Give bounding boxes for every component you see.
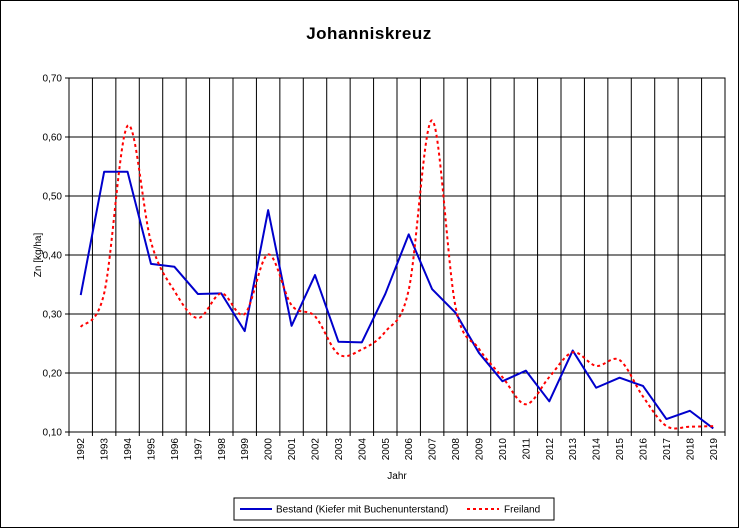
x-tick-label: 1993 bbox=[100, 438, 111, 461]
legend: Bestand (Kiefer mit Buchenunterstand) Fre… bbox=[233, 497, 555, 521]
y-tick-label: 0,20 bbox=[43, 369, 63, 380]
x-tick-label: 2009 bbox=[475, 438, 486, 461]
x-tick-label: 1994 bbox=[123, 438, 134, 461]
y-tick-label: 0,60 bbox=[43, 133, 63, 144]
y-tick-label: 0,40 bbox=[43, 251, 63, 262]
x-tick-label: 2003 bbox=[334, 438, 345, 461]
x-tick-label: 2004 bbox=[357, 438, 368, 461]
x-tick-label: 2017 bbox=[662, 438, 673, 461]
x-tick-label: 2011 bbox=[521, 438, 532, 460]
y-tick-label: 0,30 bbox=[43, 310, 63, 321]
plot-area bbox=[68, 77, 726, 433]
legend-label-1: Bestand (Kiefer mit Buchenunterstand) bbox=[276, 505, 448, 516]
x-tick-label: 2001 bbox=[287, 438, 298, 461]
x-tick-label: 2019 bbox=[709, 438, 720, 461]
x-tick-label: 2007 bbox=[428, 438, 439, 461]
x-tick-label: 2018 bbox=[685, 438, 696, 461]
x-tick-label: 2010 bbox=[498, 438, 509, 461]
x-tick-label: 1998 bbox=[217, 438, 228, 461]
chart-title: Johanniskreuz bbox=[306, 24, 432, 43]
x-axis-title: Jahr bbox=[387, 471, 407, 482]
x-tick-label: 2002 bbox=[311, 438, 322, 461]
x-tick-label: 1999 bbox=[240, 438, 251, 461]
legend-label-2: Freiland bbox=[504, 505, 540, 516]
y-tick-label: 0,50 bbox=[43, 192, 63, 203]
x-tick-label: 1996 bbox=[170, 438, 181, 461]
y-tick-label: 0,10 bbox=[43, 428, 63, 439]
series-line-2 bbox=[79, 119, 714, 430]
x-axis-ticks: 1992 1993 1994 1995 1996 1997 1998 1999 2000 2001… bbox=[68, 432, 726, 461]
x-tick-label: 2013 bbox=[568, 438, 579, 461]
x-tick-label: 2005 bbox=[381, 438, 392, 461]
x-tick-label: 2006 bbox=[404, 438, 415, 461]
x-tick-label: 1992 bbox=[76, 438, 87, 461]
x-tick-label: 2012 bbox=[545, 438, 556, 461]
series-line-1 bbox=[79, 170, 714, 430]
x-tick-label: 2000 bbox=[264, 438, 275, 461]
x-tick-label: 1995 bbox=[147, 438, 158, 461]
x-tick-label: 2016 bbox=[639, 438, 650, 461]
x-tick-label: 2008 bbox=[451, 438, 462, 461]
y-axis-ticks: 0,10 0,20 0,30 0,40 0,50 0,60 0,70 bbox=[43, 74, 69, 439]
x-tick-label: 2015 bbox=[615, 438, 626, 461]
legend-box bbox=[233, 497, 555, 521]
series-layer bbox=[79, 119, 714, 430]
y-tick-label: 0,70 bbox=[43, 74, 63, 85]
x-tick-label: 1997 bbox=[193, 438, 204, 461]
y-axis-title: Zn [kg/ha] bbox=[33, 233, 44, 278]
x-tick-label: 2014 bbox=[592, 438, 603, 461]
